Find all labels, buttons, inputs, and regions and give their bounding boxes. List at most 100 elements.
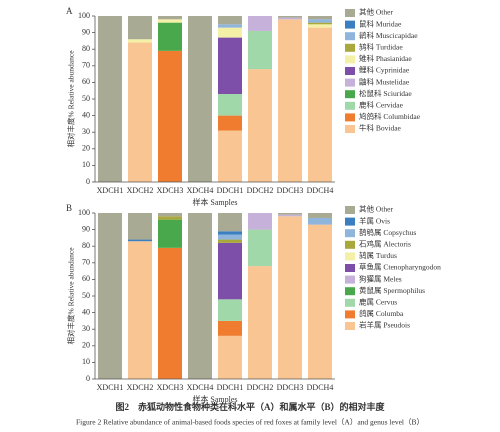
- y-tick-label: 30: [82, 127, 90, 136]
- legend-swatch: [345, 113, 355, 122]
- legend-label: 草鱼属 Ctenopharyngodon: [359, 262, 441, 272]
- bar-segment: [218, 24, 242, 28]
- bar-segment: [218, 335, 242, 379]
- bar-segment: [278, 216, 302, 379]
- legend-swatch: [345, 206, 355, 214]
- legend-label: 鸽属 Columba: [359, 308, 404, 318]
- legend-label: 岩羊属 Pseudois: [359, 320, 410, 330]
- legend-swatch: [345, 229, 355, 238]
- x-tick-label: DDCH4: [307, 186, 334, 195]
- bar-segment: [128, 239, 152, 242]
- bar-segment: [158, 16, 182, 20]
- y-tick-label: 20: [82, 144, 90, 153]
- legend-swatch: [345, 90, 355, 99]
- y-tick-label: 0: [86, 177, 90, 186]
- legend-label: 石鸡属 Alectoris: [359, 239, 411, 249]
- bar-segment: [218, 231, 242, 235]
- x-tick-label: DDCH3: [277, 383, 304, 392]
- y-tick-label: 90: [82, 27, 90, 36]
- legend-label: 雉科 Phasianidae: [359, 53, 412, 63]
- x-axis-title: 样本 Samples: [192, 197, 237, 207]
- y-tick-label: 60: [82, 274, 90, 283]
- bar-segment: [218, 16, 242, 25]
- x-tick-label: DDCH1: [217, 186, 244, 195]
- bar-segment: [248, 229, 272, 267]
- caption-zh: 图2 赤狐动物性食物种类在科水平（A）和属水平（B）的相对丰度: [115, 401, 385, 412]
- bar-segment: [128, 241, 152, 379]
- legend-swatch: [345, 252, 355, 261]
- legend-swatch: [345, 43, 355, 52]
- legend-label: 鸫属 Turdus: [359, 250, 397, 260]
- legend-label: 鸫科 Turdidae: [359, 42, 403, 52]
- legend-swatch: [345, 264, 355, 272]
- y-tick-label: 10: [82, 357, 90, 366]
- y-tick-label: 60: [82, 77, 90, 86]
- y-tick-label: 0: [86, 374, 90, 383]
- bar-segment: [218, 130, 242, 182]
- bar-segment: [128, 213, 152, 240]
- bar-segment: [308, 217, 332, 225]
- bar-segment: [308, 22, 332, 25]
- bar-segment: [218, 94, 242, 116]
- x-tick-label: XDCH3: [157, 383, 184, 392]
- bar-segment: [248, 69, 272, 182]
- bar-segment: [98, 213, 122, 379]
- x-tick-label: DDCH2: [247, 186, 274, 195]
- legend-label: 其他 Other: [359, 204, 393, 214]
- bar-segment: [248, 30, 272, 70]
- bar-segment: [218, 234, 242, 240]
- legend-swatch: [345, 101, 355, 110]
- legend-label: 羊属 Ovis: [359, 215, 390, 225]
- panel-label: A: [66, 6, 73, 16]
- bar-segment: [248, 213, 272, 230]
- x-tick-label: XDCH2: [127, 383, 154, 392]
- legend-swatch: [345, 275, 355, 284]
- legend-label: 鼬科 Mustelidae: [359, 76, 410, 86]
- bar-segment: [278, 16, 302, 18]
- y-tick-label: 70: [82, 61, 90, 70]
- bar-segment: [158, 216, 182, 220]
- caption-en: Figure 2 Relative abundance of animal-ba…: [76, 418, 424, 427]
- legend-label: 鹟科 Muscicapidae: [359, 30, 418, 40]
- x-tick-label: DDCH4: [307, 383, 334, 392]
- legend-swatch: [345, 67, 355, 75]
- y-tick-label: 40: [82, 110, 90, 119]
- bar-segment: [218, 299, 242, 321]
- bar-segment: [218, 320, 242, 336]
- panel-label: B: [66, 203, 72, 213]
- legend-swatch: [345, 20, 355, 29]
- bar-segment: [188, 16, 212, 182]
- x-tick-label: DDCH2: [247, 383, 274, 392]
- bar-segment: [278, 213, 302, 215]
- bar-segment: [248, 266, 272, 379]
- x-tick-label: XDCH1: [97, 383, 124, 392]
- bar-segment: [308, 224, 332, 379]
- y-tick-label: 80: [82, 44, 90, 53]
- x-tick-label: DDCH3: [277, 186, 304, 195]
- bar-segment: [218, 239, 242, 243]
- bar-segment: [188, 213, 212, 379]
- x-tick-label: XDCH3: [157, 186, 184, 195]
- legend-label: 鲤科 Cyprinidae: [359, 65, 410, 75]
- bar-segment: [128, 42, 152, 183]
- y-tick-label: 70: [82, 258, 90, 267]
- x-tick-label: DDCH1: [217, 383, 244, 392]
- bar-segment: [308, 24, 332, 28]
- bar-segment: [278, 214, 302, 217]
- legend-label: 鼠科 Muridae: [359, 18, 402, 28]
- legend-swatch: [345, 9, 355, 17]
- legend-label: 狗獾属 Meles: [359, 273, 402, 283]
- y-tick-label: 50: [82, 291, 90, 300]
- bar-segment: [218, 27, 242, 38]
- y-tick-label: 50: [82, 94, 90, 103]
- bar-segment: [158, 213, 182, 217]
- legend-swatch: [345, 78, 355, 87]
- y-axis-title: 相对丰度% Relative abundance: [66, 50, 76, 148]
- legend-label: 黄鼠属 Spermophilus: [359, 285, 425, 295]
- legend-swatch: [345, 310, 355, 319]
- bar-segment: [218, 242, 242, 300]
- legend-swatch: [345, 298, 355, 307]
- bar-segment: [308, 19, 332, 23]
- legend-label: 其他 Other: [359, 7, 393, 17]
